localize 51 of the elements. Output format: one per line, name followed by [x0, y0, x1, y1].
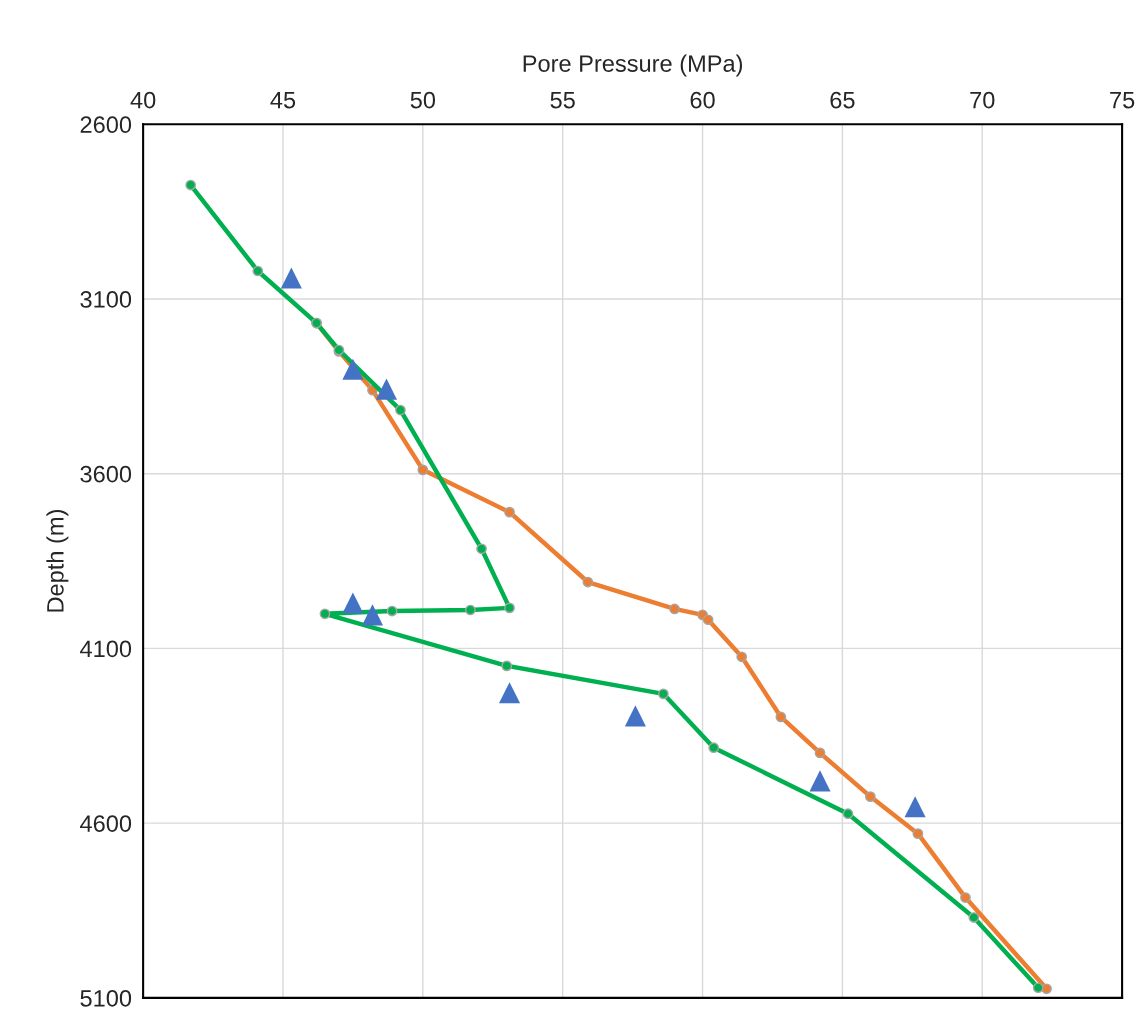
point — [504, 506, 515, 518]
point — [658, 688, 669, 700]
point — [775, 711, 787, 723]
point — [501, 660, 513, 672]
x-tick-label: 40 — [130, 91, 156, 109]
point — [968, 912, 980, 923]
point — [1041, 983, 1052, 995]
y-tick-label: 5100 — [80, 989, 132, 1007]
point — [499, 682, 521, 704]
y-tick-label: 2600 — [80, 116, 132, 134]
point — [465, 604, 476, 616]
point — [669, 603, 680, 615]
point — [1032, 982, 1044, 994]
y-tick-label: 4100 — [80, 640, 132, 658]
point — [342, 592, 364, 614]
x-tick-label: 60 — [690, 91, 715, 109]
point — [252, 265, 264, 277]
point — [960, 892, 971, 903]
y-tick-label: 3100 — [80, 291, 132, 308]
point — [912, 828, 924, 839]
x-axis-title: Pore Pressure (MPa) — [523, 54, 743, 77]
point — [476, 543, 487, 555]
y-tick-label: 4600 — [80, 815, 132, 832]
point — [904, 796, 926, 818]
x-tick-label: 70 — [970, 91, 995, 109]
point — [375, 378, 397, 400]
point — [395, 404, 406, 416]
point — [342, 358, 364, 380]
point — [361, 604, 384, 626]
x-tick-label: 65 — [830, 91, 855, 109]
point — [865, 791, 876, 802]
point — [842, 808, 854, 820]
x-tick-label: 50 — [410, 91, 436, 109]
point — [185, 179, 197, 191]
point — [386, 605, 398, 617]
point — [624, 705, 646, 727]
x-tick-label: 75 — [1110, 91, 1135, 109]
point — [736, 651, 748, 663]
point — [708, 742, 720, 754]
point — [582, 576, 594, 588]
point — [809, 770, 831, 792]
point — [319, 608, 331, 620]
y-axis-title: Depth (m) — [46, 510, 69, 612]
point — [417, 464, 429, 476]
x-tick-label: 45 — [270, 91, 296, 109]
y-tick-label: 3600 — [80, 465, 132, 483]
point — [280, 267, 302, 289]
point — [702, 614, 714, 626]
point — [504, 602, 515, 614]
point — [814, 747, 826, 759]
x-tick-label: 55 — [550, 91, 575, 109]
